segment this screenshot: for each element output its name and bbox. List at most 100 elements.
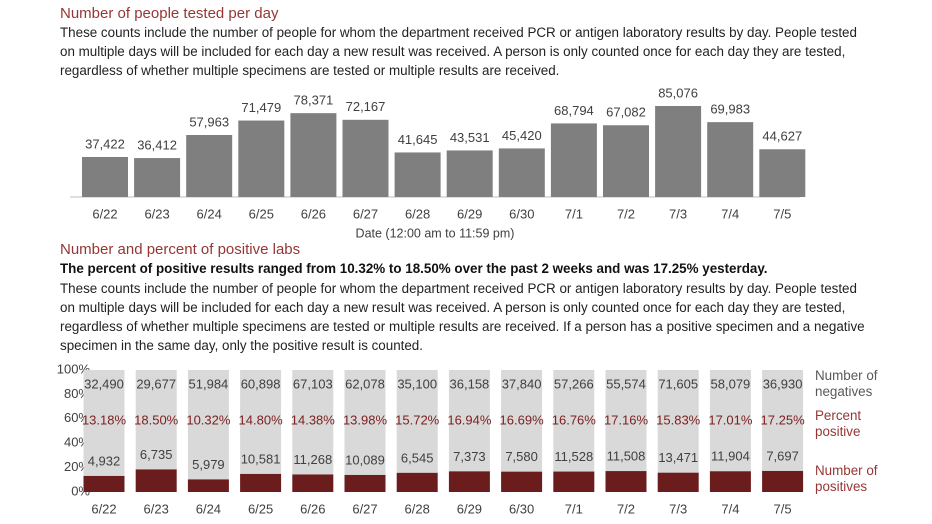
bar: [290, 113, 337, 197]
positives-segment: [501, 471, 543, 492]
bar: [394, 152, 441, 197]
negatives-label: 35,100: [397, 376, 437, 391]
data-label: 57,963: [189, 114, 229, 129]
negatives-label: 60,898: [241, 376, 281, 391]
positives-label: 11,904: [711, 449, 750, 464]
x-tick-label: 7/5: [773, 206, 791, 221]
x-tick-label: 7/1: [565, 501, 583, 516]
x-tick-label: 7/2: [617, 206, 635, 221]
negatives-label: 67,103: [293, 376, 333, 391]
percent-label: 17.25%: [761, 412, 806, 427]
data-label: 41,645: [398, 132, 438, 147]
positives-segment: [292, 474, 334, 492]
negatives-segment: [292, 370, 334, 475]
positives-label: 7,697: [766, 448, 799, 463]
x-tick-label: 6/28: [405, 501, 430, 516]
x-tick-label: 6/24: [196, 501, 221, 516]
percent-label: 17.01%: [708, 412, 753, 427]
x-tick-label: 7/4: [721, 206, 739, 221]
data-label: 37,422: [85, 136, 125, 151]
negatives-segment: [501, 370, 543, 472]
x-tick-label: 6/25: [248, 501, 273, 516]
positives-label: 11,268: [293, 452, 332, 467]
data-label: 85,076: [658, 85, 698, 100]
positives-segment: [657, 472, 699, 492]
negatives-segment: [657, 370, 699, 473]
negatives-segment: [762, 370, 804, 471]
positives-segment: [344, 474, 386, 492]
negatives-segment: [83, 370, 125, 476]
bar: [82, 156, 128, 197]
x-tick-label: 7/3: [669, 206, 687, 221]
negatives-label: 62,078: [345, 376, 385, 391]
positives-label: 6,735: [140, 447, 173, 462]
negatives-label: 37,840: [502, 376, 542, 391]
x-tick-label: 6/25: [249, 206, 274, 221]
positives-label: 7,580: [505, 449, 538, 464]
x-tick-label: 6/22: [92, 206, 117, 221]
negatives-segment: [135, 370, 177, 470]
legend-entry: Number of positives: [815, 463, 878, 494]
description: These counts include the number of peopl…: [60, 25, 857, 78]
x-tick-label: 6/27: [353, 206, 378, 221]
data-label: 71,479: [241, 100, 281, 115]
percent-label: 17.16%: [604, 412, 649, 427]
positives-segment: [396, 472, 438, 492]
positives-segment: [762, 470, 804, 492]
data-label: 69,983: [710, 102, 750, 117]
negatives-label: 36,158: [450, 376, 490, 391]
percent-label: 16.94%: [447, 412, 492, 427]
positives-segment: [553, 471, 595, 492]
x-tick-label: 7/2: [617, 501, 635, 516]
x-tick-label: 6/30: [509, 206, 534, 221]
negatives-segment: [344, 370, 386, 475]
positives-label: 6,545: [401, 450, 434, 465]
x-tick-label: 6/26: [300, 501, 325, 516]
positives-segment: [448, 471, 490, 492]
positives-label: 4,932: [88, 453, 121, 468]
x-tick-label: 7/5: [774, 501, 792, 516]
negatives-segment: [448, 370, 490, 472]
positives-label: 7,373: [453, 449, 486, 464]
percent-label: 13.98%: [343, 412, 388, 427]
positives-segment: [240, 473, 282, 492]
bar: [550, 123, 597, 197]
negatives-segment: [709, 370, 751, 472]
positives-segment: [187, 479, 229, 492]
data-label: 72,167: [346, 99, 386, 114]
description: These counts include the number of peopl…: [60, 281, 865, 353]
bar: [655, 106, 702, 197]
x-tick-label: 6/26: [301, 206, 326, 221]
negatives-segment: [240, 370, 282, 474]
positives-label: 11,528: [554, 449, 593, 464]
bar: [446, 150, 493, 197]
x-axis-label: Date (12:00 am to 11:59 pm): [356, 226, 515, 240]
negatives-label: 51,984: [189, 376, 229, 391]
x-tick-label: 6/29: [457, 206, 482, 221]
positives-segment: [135, 469, 177, 492]
bar: [603, 125, 649, 197]
positives-label: 10,581: [241, 451, 281, 466]
x-tick-label: 6/27: [352, 501, 377, 516]
x-tick-label: 6/22: [91, 501, 116, 516]
bar: [186, 135, 233, 197]
percent-label: 13.18%: [82, 412, 127, 427]
negatives-label: 32,490: [84, 376, 124, 391]
data-label: 36,412: [137, 137, 177, 152]
legend-entry: Percent positive: [815, 408, 862, 439]
bar: [342, 119, 389, 197]
positives-segment: [709, 471, 751, 492]
x-tick-label: 6/23: [144, 206, 169, 221]
positives-label: 10,089: [345, 452, 385, 467]
data-label: 44,627: [762, 129, 802, 144]
positives-segment: [83, 475, 125, 492]
negatives-label: 71,605: [658, 376, 698, 391]
positives-segment: [605, 471, 647, 492]
data-label: 78,371: [294, 93, 334, 108]
percent-label: 15.83%: [656, 412, 701, 427]
x-tick-label: 6/23: [144, 501, 169, 516]
bar: [759, 149, 806, 197]
positives-label: 11,508: [607, 449, 646, 464]
negatives-label: 55,574: [606, 376, 646, 391]
negatives-label: 29,677: [136, 376, 176, 391]
